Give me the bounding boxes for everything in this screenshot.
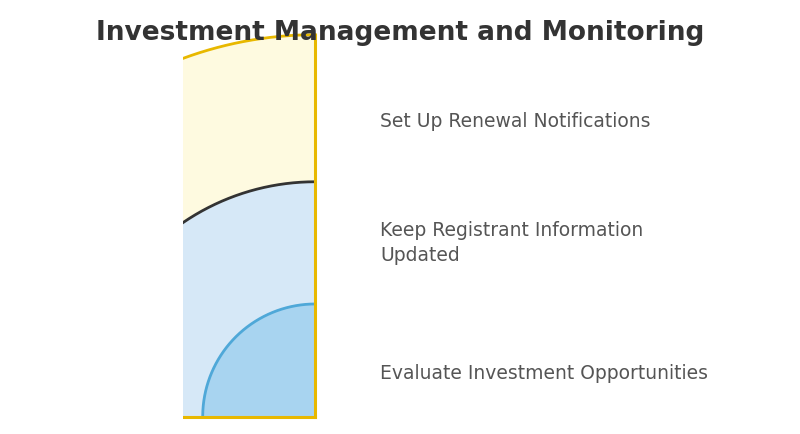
Polygon shape (202, 304, 315, 417)
Polygon shape (0, 35, 315, 417)
Text: Evaluate Investment Opportunities: Evaluate Investment Opportunities (381, 364, 709, 383)
Text: Set Up Renewal Notifications: Set Up Renewal Notifications (381, 112, 651, 131)
Polygon shape (81, 182, 315, 417)
Text: Keep Registrant Information
Updated: Keep Registrant Information Updated (381, 221, 644, 265)
Text: Investment Management and Monitoring: Investment Management and Monitoring (96, 20, 704, 46)
